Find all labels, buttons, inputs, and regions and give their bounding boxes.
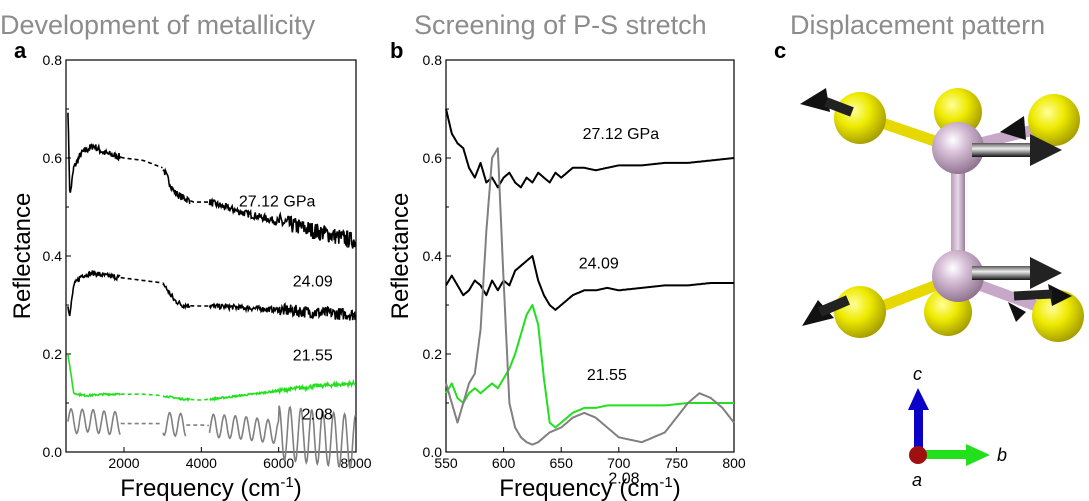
panel-b-letter: b xyxy=(390,38,403,63)
panel-a-title: Development of metallicity xyxy=(0,10,316,40)
c-axis-arrow xyxy=(914,406,923,448)
x-tick-label: 2000 xyxy=(108,455,139,471)
series-label: 2.08 xyxy=(608,470,639,487)
panel-b-title: Screening of P-S stretch xyxy=(414,10,707,40)
panel-a-frame xyxy=(65,59,357,453)
series-line-gap xyxy=(120,393,210,401)
series-line xyxy=(67,354,357,403)
sulfur-atom xyxy=(834,286,886,338)
series-line xyxy=(445,147,735,446)
series-line xyxy=(445,108,735,189)
b-axis-arrow xyxy=(926,450,970,459)
y-tick-label: 0.8 xyxy=(423,52,443,68)
series-line xyxy=(445,255,734,311)
panel-b-series-labels: 27.12 GPa 24.09 21.55 2.08 xyxy=(579,126,659,487)
panel-a-series-labels: 27.12 GPa 24.09 21.55 2.08 xyxy=(239,194,333,424)
displacement-arrow xyxy=(802,295,850,326)
series-line xyxy=(445,304,734,429)
panel-c-title: Displacement pattern xyxy=(790,10,1045,40)
panel-b-ylabel: Reflectance xyxy=(387,193,414,320)
sulfur-atom xyxy=(1028,94,1080,146)
series-line xyxy=(67,405,357,469)
series-label: 21.55 xyxy=(293,347,333,364)
p-p-bond xyxy=(951,150,965,280)
y-tick-label: 0.4 xyxy=(423,248,443,264)
x-tick-label: 600 xyxy=(492,455,516,471)
series-label: 2.08 xyxy=(302,407,333,424)
b-axis-label: b xyxy=(997,445,1007,465)
series-line-gap xyxy=(120,156,209,203)
y-tick-label: 0.6 xyxy=(423,150,443,166)
series-line xyxy=(67,112,357,249)
displacement-arrow xyxy=(972,134,1062,166)
y-tick-label: 0.4 xyxy=(43,248,63,264)
panel-b-ticks: 550 600 650 700 750 800 0.0 0.2 0.4 0.6 0.8 xyxy=(423,52,746,471)
series-line xyxy=(67,269,356,321)
series-line-gap xyxy=(120,422,209,427)
sulfur-atom xyxy=(1032,290,1084,342)
sulfur-atom xyxy=(934,88,982,136)
y-tick-label: 0.0 xyxy=(423,444,443,460)
series-label: 24.09 xyxy=(579,255,619,272)
panel-b-series xyxy=(445,108,735,446)
series-label: 27.12 GPa xyxy=(583,126,660,143)
panel-a-series xyxy=(67,112,357,469)
x-tick-label: 750 xyxy=(665,455,689,471)
c-axis-label: c xyxy=(913,364,922,384)
a-axis-dot xyxy=(909,446,927,464)
displacement-arrow xyxy=(1000,116,1026,140)
series-line-gap xyxy=(120,276,209,307)
sulfur-atom xyxy=(834,92,886,144)
y-tick-label: 0.8 xyxy=(43,52,63,68)
y-tick-label: 0.0 xyxy=(43,444,63,460)
phosphorus-atom xyxy=(932,250,984,302)
panel-c-letter: c xyxy=(774,38,786,63)
x-tick-label: 4000 xyxy=(186,455,217,471)
panel-a-ylabel: Reflectance xyxy=(9,193,36,320)
crystal-axes: c b a xyxy=(908,364,1007,490)
panel-a-letter: a xyxy=(14,38,27,63)
displacement-arrow xyxy=(800,88,854,117)
series-label: 27.12 GPa xyxy=(239,194,316,211)
x-tick-label: 8000 xyxy=(340,455,371,471)
y-tick-label: 0.6 xyxy=(43,150,63,166)
x-tick-label: 6000 xyxy=(263,455,294,471)
panel-a-chart: Development of metallicity a 2000 4000 600… xyxy=(0,10,372,501)
panel-a-xlabel: Frequency (cm-1) xyxy=(120,474,301,501)
series-label: 21.55 xyxy=(587,367,627,384)
x-tick-label: 800 xyxy=(722,455,746,471)
y-tick-label: 0.2 xyxy=(43,346,63,362)
phosphorus-atom xyxy=(932,122,984,174)
x-tick-label: 550 xyxy=(434,455,458,471)
panel-a-ticks: 2000 4000 6000 8000 0.0 0.2 0.4 0.6 0.8 xyxy=(43,52,372,471)
panel-b-chart: Screening of P-S stretch b 550 600 650 700 7… xyxy=(387,10,746,501)
displacement-arrow xyxy=(972,257,1062,289)
displacement-arrow xyxy=(1008,302,1026,322)
x-tick-label: 700 xyxy=(607,455,631,471)
panel-b-xlabel: Frequency (cm-1) xyxy=(499,474,680,501)
y-tick-label: 0.2 xyxy=(423,346,443,362)
a-axis-label: a xyxy=(912,470,922,490)
x-tick-label: 650 xyxy=(550,455,574,471)
series-label: 24.09 xyxy=(293,273,333,290)
displacement-arrow xyxy=(1013,284,1072,306)
panel-c-structure: Displacement pattern c xyxy=(774,10,1084,490)
